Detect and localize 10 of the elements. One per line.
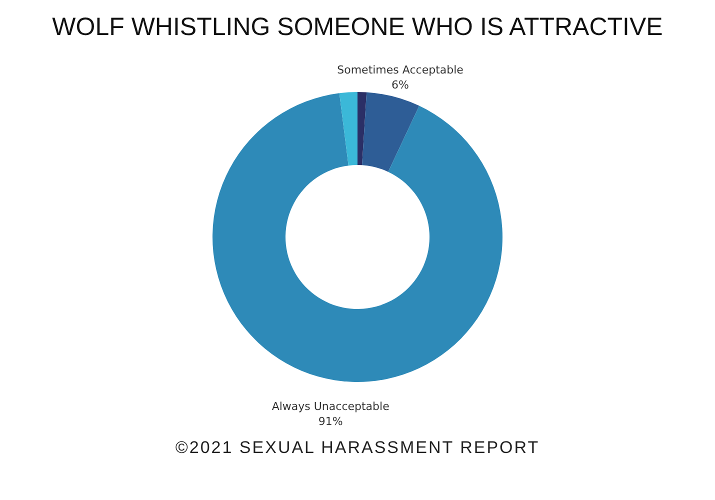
text: ©2021 SEXUAL HARASSMENT REPORT (174, 438, 541, 458)
data-label: 91% (318, 414, 343, 428)
donut-slice (212, 93, 502, 382)
chart-title: WOLF WHISTLING SOMEONE WHO IS ATTRACTIVE (52, 13, 663, 41)
donut-slice (362, 92, 420, 172)
slice-label: Always Unacceptable (272, 400, 390, 413)
data-label: 6% (392, 78, 409, 92)
donut-slice (339, 92, 358, 166)
donut-slice (358, 92, 367, 166)
slice-label: Sometimes Acceptable (337, 63, 464, 76)
